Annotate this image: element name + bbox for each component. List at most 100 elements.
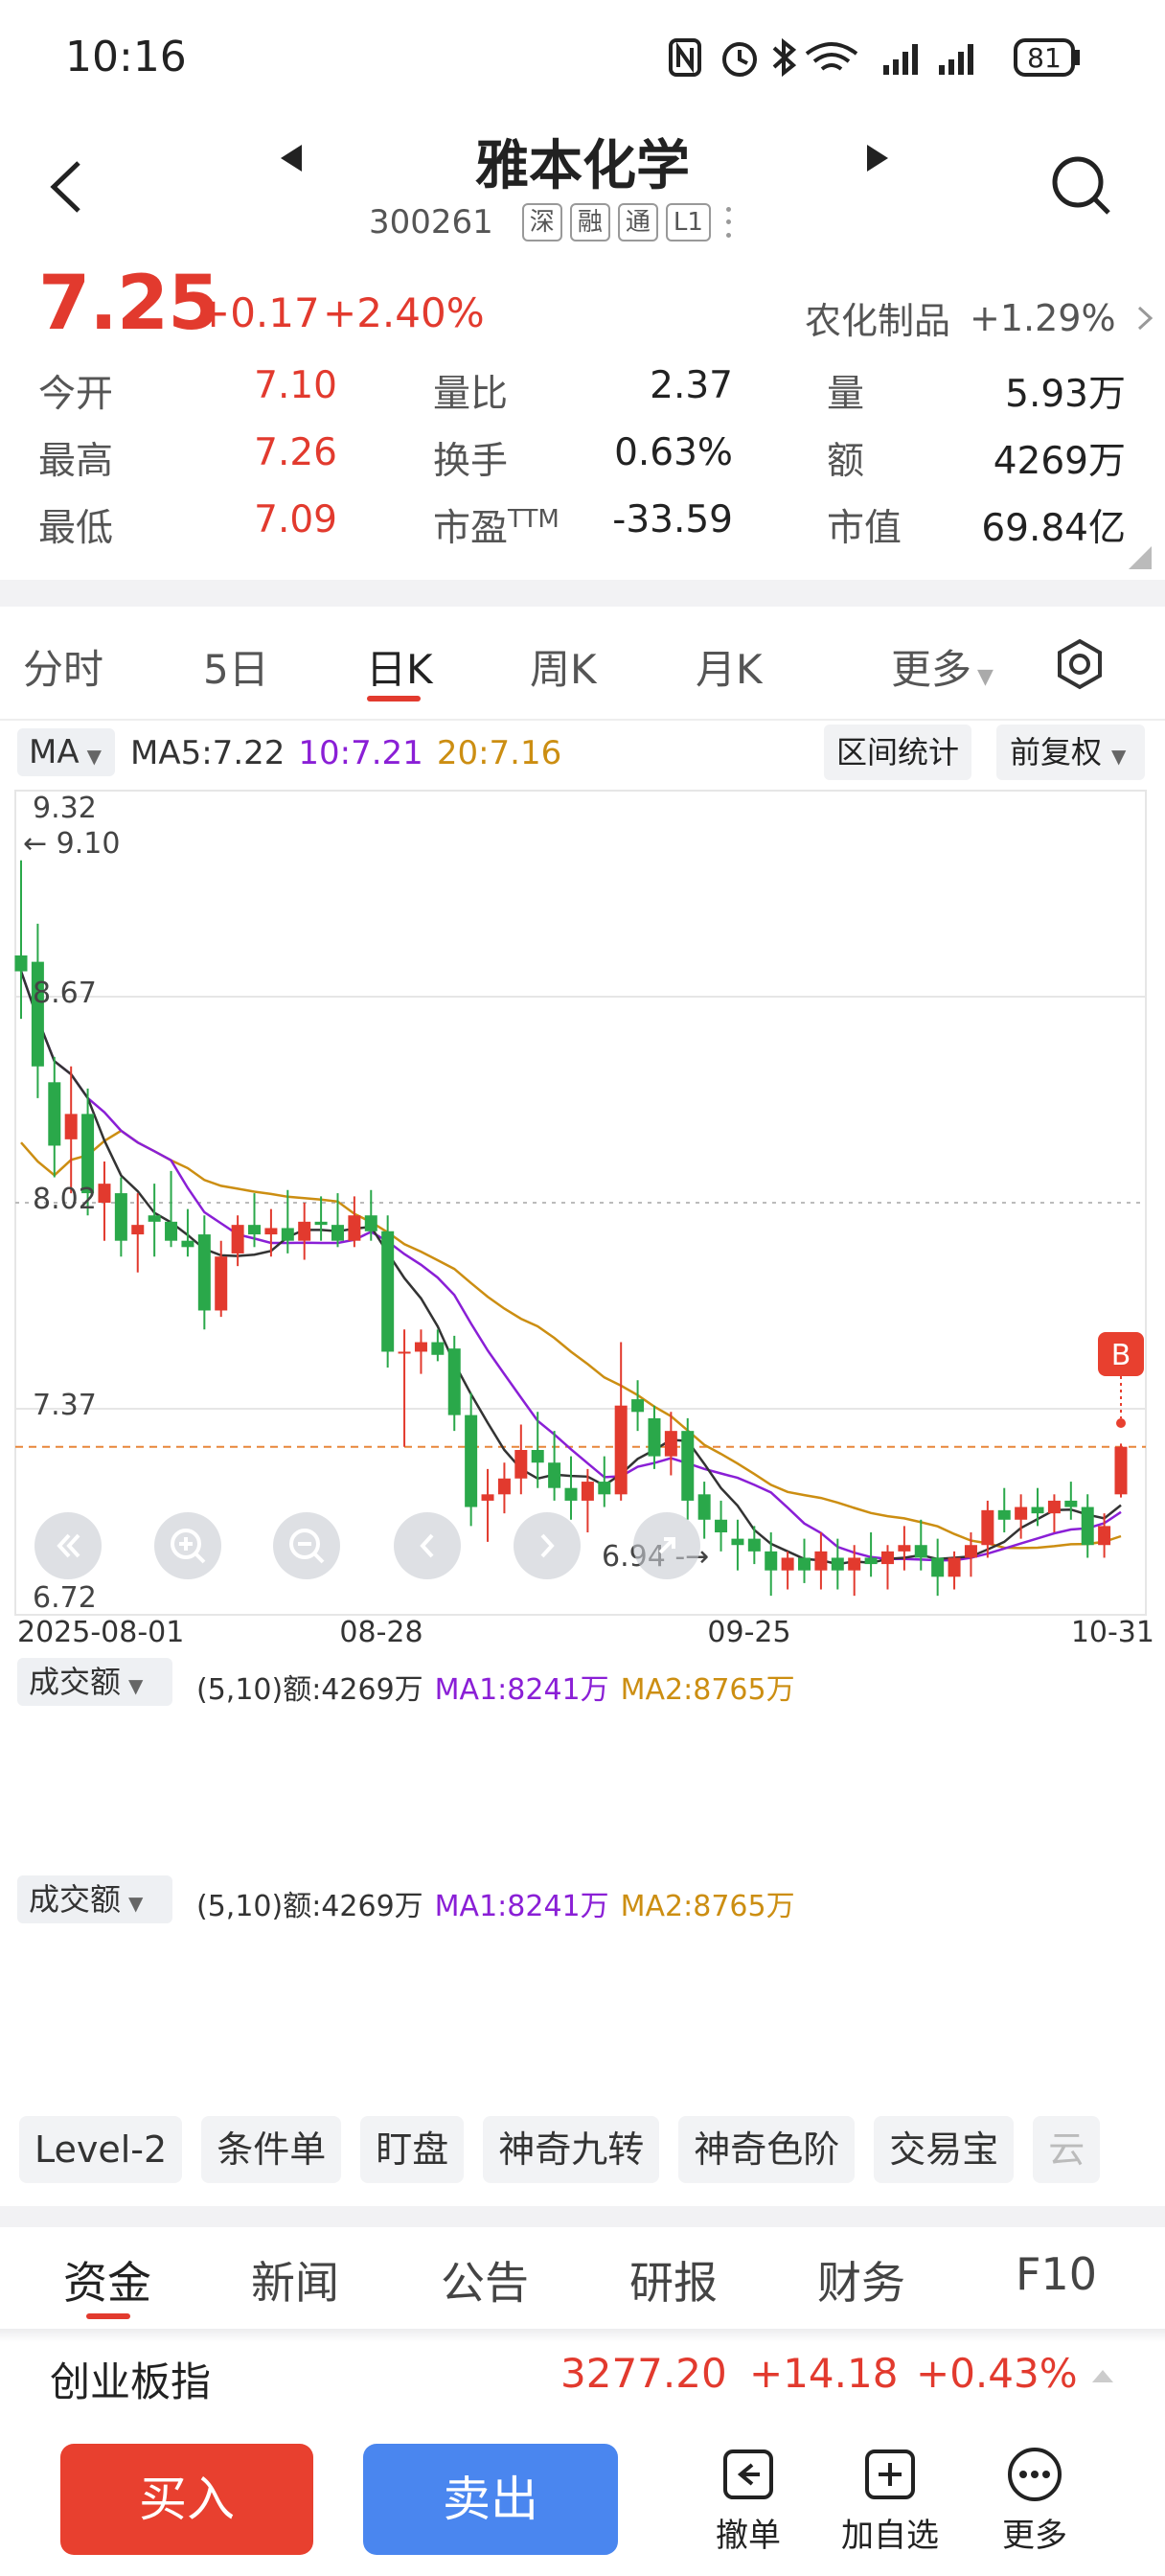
bluetooth-icon	[772, 37, 797, 78]
tab-financials[interactable]: 财务	[817, 2257, 905, 2309]
tab-f10[interactable]: F10	[1016, 2248, 1097, 2300]
tab-news[interactable]: 新闻	[251, 2257, 339, 2309]
ma5-value: MA5:7.22	[130, 734, 286, 772]
stat-value-volume-ratio: 2.37	[650, 364, 733, 407]
candle-body	[614, 1405, 628, 1495]
chart-zoom-in-button[interactable]	[154, 1512, 221, 1579]
next-stock-button[interactable]	[857, 139, 896, 177]
stat-value-low: 7.09	[254, 498, 337, 541]
tab-monthly-k[interactable]: 月K	[696, 646, 763, 693]
adjust-select[interactable]: 前复权 ▼	[996, 724, 1145, 780]
chip-trade-bao[interactable]: 交易宝	[874, 2116, 1015, 2183]
tab-fenshi[interactable]: 分时	[23, 646, 104, 693]
tab-more[interactable]: 更多 ▼	[891, 646, 994, 693]
candle-body	[1047, 1500, 1061, 1514]
pe-ttm-sup: TTM	[508, 505, 560, 534]
chart-next-button[interactable]	[514, 1512, 581, 1579]
chip-magic-nine[interactable]: 神奇九转	[483, 2116, 660, 2183]
index-change-pct: +0.43%	[916, 2350, 1078, 2397]
chart-zoom-out-button[interactable]	[273, 1512, 340, 1579]
tag-l1: L1	[665, 203, 711, 242]
sell-button[interactable]: 卖出	[363, 2444, 618, 2555]
status-bar: 10:16	[0, 0, 1165, 115]
chart-rewind-button[interactable]	[34, 1512, 102, 1579]
expand-icon	[658, 1537, 675, 1554]
caret-down-icon: ▼	[128, 1674, 144, 1697]
candle-body	[165, 1221, 178, 1241]
chip-watch[interactable]: 盯盘	[360, 2116, 465, 2183]
interval-stats-button[interactable]: 区间统计	[824, 724, 971, 780]
stat-label-volume: 量	[827, 373, 865, 416]
x-date-label: 10-31	[1071, 1616, 1154, 1649]
volume-ma2: MA2:8765万	[620, 1673, 795, 1707]
ma20-value: 20:7.16	[436, 734, 562, 772]
more-actions-button[interactable]: 更多	[972, 2446, 1097, 2570]
caret-down-icon: ▼	[1111, 745, 1127, 768]
candle-body	[814, 1551, 828, 1571]
candle-body	[681, 1431, 695, 1501]
candle-body	[831, 1557, 844, 1571]
tool-chips: Level-2 条件单 盯盘 神奇九转 神奇色阶 交易宝 云	[19, 2116, 1101, 2183]
caret-down-icon: ▼	[977, 665, 994, 689]
candle-body	[48, 1082, 61, 1146]
search-button[interactable]	[1049, 153, 1116, 220]
candle-body	[548, 1462, 561, 1488]
buy-marker-badge	[1098, 1332, 1144, 1376]
y-tick-label: 8.67	[33, 977, 97, 1010]
volume-indicator-select-1[interactable]: 成交额 ▼	[17, 1658, 172, 1706]
candle-body	[997, 1509, 1011, 1520]
stat-value-volume: 5.93万	[1005, 373, 1126, 416]
chip-magic-color[interactable]: 神奇色阶	[678, 2116, 856, 2183]
sector-name: 农化制品	[805, 300, 951, 342]
buy-button[interactable]: 买入	[60, 2444, 313, 2555]
candle-body	[431, 1342, 445, 1355]
add-watchlist-button[interactable]: 加自选	[828, 2446, 952, 2570]
stock-code-row: 300261 深 融 通 L1	[369, 201, 734, 243]
chart-fullscreen-button[interactable]	[633, 1512, 700, 1579]
candle-body	[465, 1414, 478, 1507]
tab-announcements[interactable]: 公告	[441, 2257, 529, 2309]
tag-rong: 融	[569, 203, 610, 242]
tag-tong: 通	[617, 203, 658, 242]
chip-condition-order[interactable]: 条件单	[201, 2116, 342, 2183]
more-actions-label: 更多	[1002, 2517, 1067, 2555]
y-tick-label: 7.37	[33, 1389, 97, 1422]
chart-prev-button[interactable]	[394, 1512, 461, 1579]
search-icon	[1052, 156, 1110, 215]
indicator-select[interactable]: MA ▼	[17, 728, 115, 776]
stat-label-amount: 额	[827, 440, 865, 483]
alarm-icon	[722, 42, 757, 77]
stat-value-turnover: 0.63%	[614, 431, 733, 474]
sector-link[interactable]: 农化制品 +1.29%	[805, 291, 1154, 344]
candle-body	[898, 1545, 911, 1552]
signal-icon-2	[939, 44, 973, 75]
expand-corner-icon[interactable]	[1129, 546, 1152, 569]
chevron-right-icon	[1137, 306, 1153, 330]
stock-code: 300261	[369, 203, 493, 242]
volume-indicator-select-2[interactable]: 成交额 ▼	[17, 1875, 172, 1923]
sector-change: +1.29%	[970, 296, 1116, 339]
prev-stock-button[interactable]	[273, 139, 311, 177]
chip-level2[interactable]: Level-2	[19, 2116, 183, 2183]
back-button[interactable]	[38, 153, 96, 220]
stat-label-turnover: 换手	[433, 440, 509, 483]
tab-daily-k[interactable]: 日K	[366, 646, 433, 693]
volume-info-2: (5,10)额:4269万 MA1:8241万 MA2:8765万	[196, 1882, 795, 1924]
chart-settings-button[interactable]	[1051, 635, 1108, 693]
candle-body	[1015, 1506, 1028, 1520]
candle-body	[731, 1538, 744, 1546]
tab-weekly-k[interactable]: 周K	[530, 646, 597, 693]
tab-research[interactable]: 研报	[629, 2257, 718, 2309]
more-dots-icon[interactable]	[724, 203, 734, 242]
candle-body	[298, 1221, 311, 1241]
plus-square-icon	[865, 2450, 915, 2499]
tab-funds[interactable]: 资金	[63, 2257, 151, 2309]
candle-body	[747, 1538, 761, 1552]
triangle-up-icon[interactable]	[1090, 2367, 1115, 2384]
tab-5day[interactable]: 5日	[203, 646, 269, 693]
chip-cloud[interactable]: 云	[1033, 2116, 1101, 2183]
candle-body	[231, 1225, 244, 1254]
cancel-order-button[interactable]: 撤单	[686, 2446, 811, 2570]
caret-down-icon: ▼	[128, 1892, 144, 1915]
